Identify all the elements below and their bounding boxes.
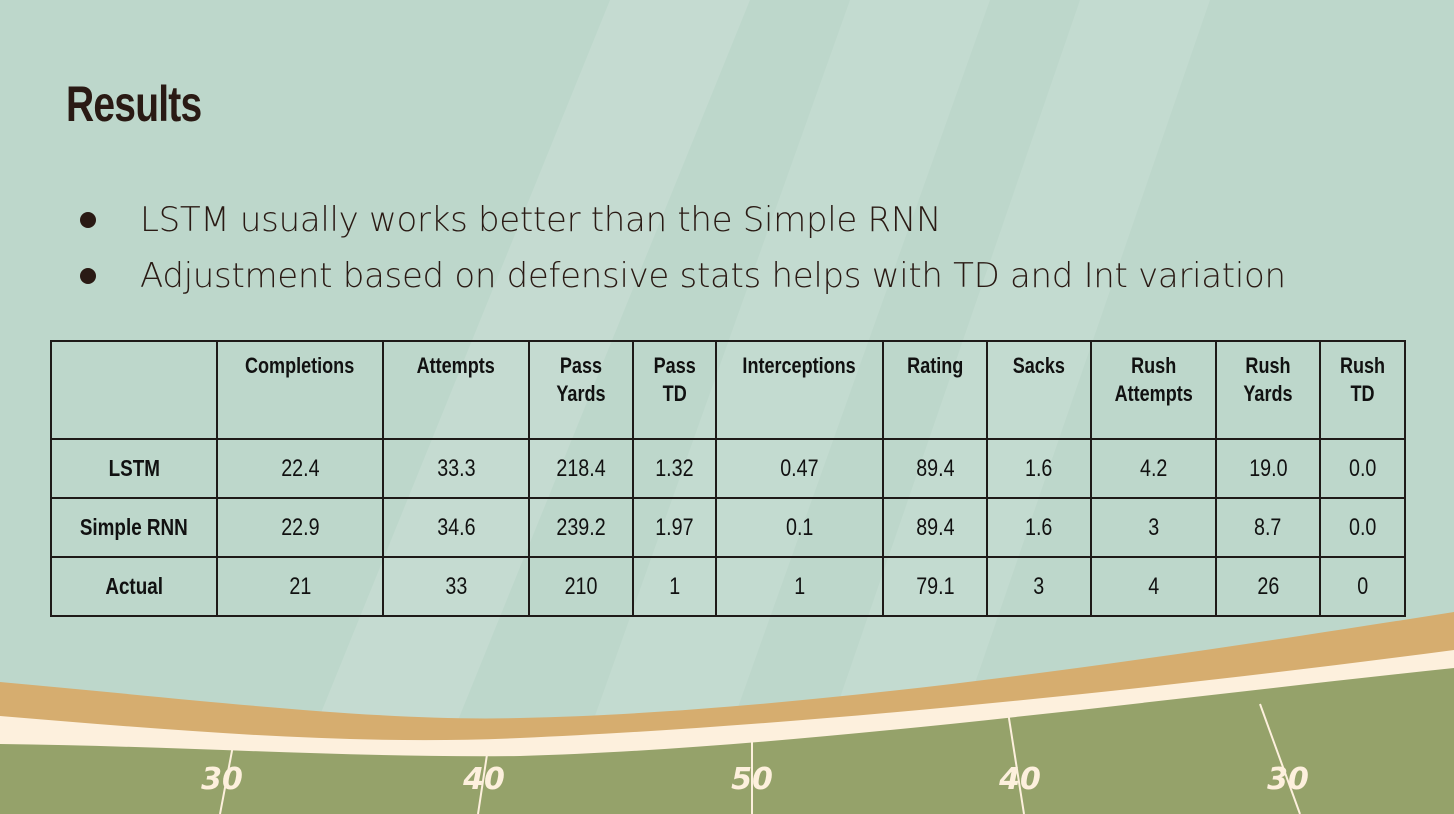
table-cell: 0 [1319,556,1406,617]
column-header: Pass Yards [528,340,634,440]
table-cell: 4.2 [1090,438,1217,499]
table-cell: 89.4 [882,497,988,558]
table-cell: 21 [216,556,384,617]
bullet-dot-icon [80,268,96,284]
column-header: Pass TD [632,340,717,440]
table-cell: 1 [715,556,884,617]
yard-line [1007,711,1025,814]
bullet-text: Adjustment based on defensive stats help… [140,256,1286,296]
yard-line [477,747,489,814]
table-row: LSTM 22.4 33.3 218.4 1.32 0.47 89.4 1.6 … [50,438,1406,499]
bullet-item: Adjustment based on defensive stats help… [80,248,1286,304]
yard-marker: 40 [462,762,505,797]
column-header: Rush Yards [1215,340,1321,440]
yard-line [1259,703,1301,814]
table-cell: 33 [382,556,530,617]
bullet-text: LSTM usually works better than the Simpl… [140,200,942,240]
table-cell: 218.4 [528,438,634,499]
table-cell: 0.0 [1319,497,1406,558]
bullet-list: LSTM usually works better than the Simpl… [80,192,1286,304]
table-cell: 33.3 [382,438,530,499]
table-cell: 1.6 [986,438,1092,499]
results-table: Completions Attempts Pass Yards Pass TD … [50,340,1406,617]
table-cell: 79.1 [882,556,988,617]
row-label: Actual [50,556,218,617]
table-corner-cell [50,340,218,440]
row-label: LSTM [50,438,218,499]
table-cell: 1.97 [632,497,717,558]
row-label: Simple RNN [50,497,218,558]
table-row: Simple RNN 22.9 34.6 239.2 1.97 0.1 89.4… [50,497,1406,558]
table-cell: 210 [528,556,634,617]
column-header: Rush TD [1319,340,1406,440]
table-cell: 0.1 [715,497,884,558]
table-row: Actual 21 33 210 1 1 79.1 3 4 26 0 [50,556,1406,617]
yard-line [219,734,236,814]
table-cell: 0.47 [715,438,884,499]
yard-marker: 50 [731,762,773,797]
field-grass [0,668,1454,814]
column-header: Attempts [382,340,530,440]
table-cell: 3 [986,556,1092,617]
column-header: Completions [216,340,384,440]
slide-title: Results [66,76,202,132]
table-cell: 1 [632,556,717,617]
table-header-row: Completions Attempts Pass Yards Pass TD … [50,340,1406,440]
column-header: Sacks [986,340,1092,440]
table-cell: 8.7 [1215,497,1321,558]
yard-marker: 30 [201,762,243,797]
table-cell: 22.4 [216,438,384,499]
table-cell: 239.2 [528,497,634,558]
table-cell: 22.9 [216,497,384,558]
yard-marker: 40 [998,762,1041,797]
table-cell: 0.0 [1319,438,1406,499]
table-cell: 1.32 [632,438,717,499]
table-cell: 19.0 [1215,438,1321,499]
table-cell: 1.6 [986,497,1092,558]
yard-marker: 30 [1267,762,1309,797]
bullet-dot-icon [80,212,96,228]
table-cell: 34.6 [382,497,530,558]
column-header: Rush Attempts [1090,340,1217,440]
table-cell: 3 [1090,497,1217,558]
column-header: Interceptions [715,340,884,440]
table-cell: 26 [1215,556,1321,617]
column-header: Rating [882,340,988,440]
table-cell: 4 [1090,556,1217,617]
table-cell: 89.4 [882,438,988,499]
bullet-item: LSTM usually works better than the Simpl… [80,192,1286,248]
